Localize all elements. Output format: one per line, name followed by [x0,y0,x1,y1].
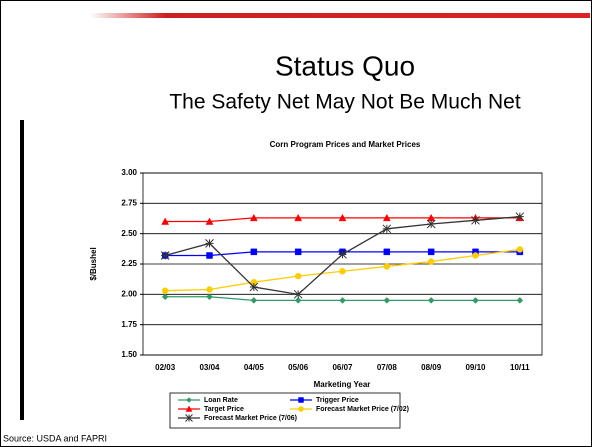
marker [516,246,524,253]
x-tick-label: 03/04 [199,363,220,372]
marker [472,252,479,259]
marker [250,248,258,256]
marker [249,282,259,292]
marker [339,268,346,275]
marker [160,251,170,260]
marker [383,248,391,256]
y-tick-label: 1.75 [121,320,137,329]
marker [338,213,347,222]
marker [427,248,435,256]
marker [206,286,213,293]
marker [185,405,193,412]
y-tick-label: 3.00 [121,168,137,177]
marker [426,219,436,229]
y-tick-label: 2.00 [121,289,137,298]
slide-subtitle: The Safety Net May Not Be Much Net [169,91,520,114]
marker [161,293,169,301]
y-tick-label: 2.50 [121,229,137,238]
slide-title: Status Quo [275,50,415,81]
marker [206,252,213,259]
marker [339,297,346,304]
marker [472,297,479,304]
legend-label: Trigger Price [316,397,359,404]
accent-bar [90,13,590,18]
legend-box [169,392,401,429]
marker [471,215,480,225]
marker [427,297,435,304]
x-tick-label: 08/09 [421,363,442,372]
marker [161,287,169,294]
x-tick-label: 10/11 [510,363,530,372]
x-tick-label: 06/07 [332,363,353,372]
marker [515,212,525,222]
marker [293,289,303,299]
marker [294,213,303,222]
side-bar [20,120,24,420]
marker [250,297,258,304]
chart-title: Corn Program Prices and Market Prices [270,140,421,149]
marker [185,414,193,422]
marker [298,397,304,403]
x-axis-label: Marketing Year [314,380,371,389]
x-tick-label: 02/03 [155,363,176,372]
marker [383,297,391,304]
legend-label: Forecast Market Price (7/06) [204,415,297,422]
legend-label: Target Price [204,406,244,413]
x-tick-label: 05/06 [288,363,309,372]
marker [205,239,214,248]
y-tick-label: 1.50 [121,350,137,359]
marker [382,213,391,222]
marker [294,248,302,256]
marker [298,406,304,412]
marker [206,293,213,301]
legend-label: Loan Rate [204,397,238,404]
marker [161,217,170,225]
y-tick-label: 2.25 [121,259,137,268]
marker [294,297,302,304]
marker [382,224,392,234]
marker [205,217,214,225]
marker [516,297,524,304]
y-axis-label: $/Bushel [89,247,98,280]
marker [186,397,192,403]
marker [427,258,435,265]
source-note: Source: USDA and FAPRI [3,433,107,443]
marker [294,272,302,280]
x-tick-label: 04/05 [244,363,265,372]
x-tick-label: 09/10 [465,363,486,372]
marker [249,213,258,222]
legend-label: Forecast Market Price (7/02) [316,406,409,413]
marker [383,263,391,270]
x-tick-label: 07/08 [377,363,398,372]
y-tick-label: 2.75 [121,198,137,207]
marker [338,249,347,259]
